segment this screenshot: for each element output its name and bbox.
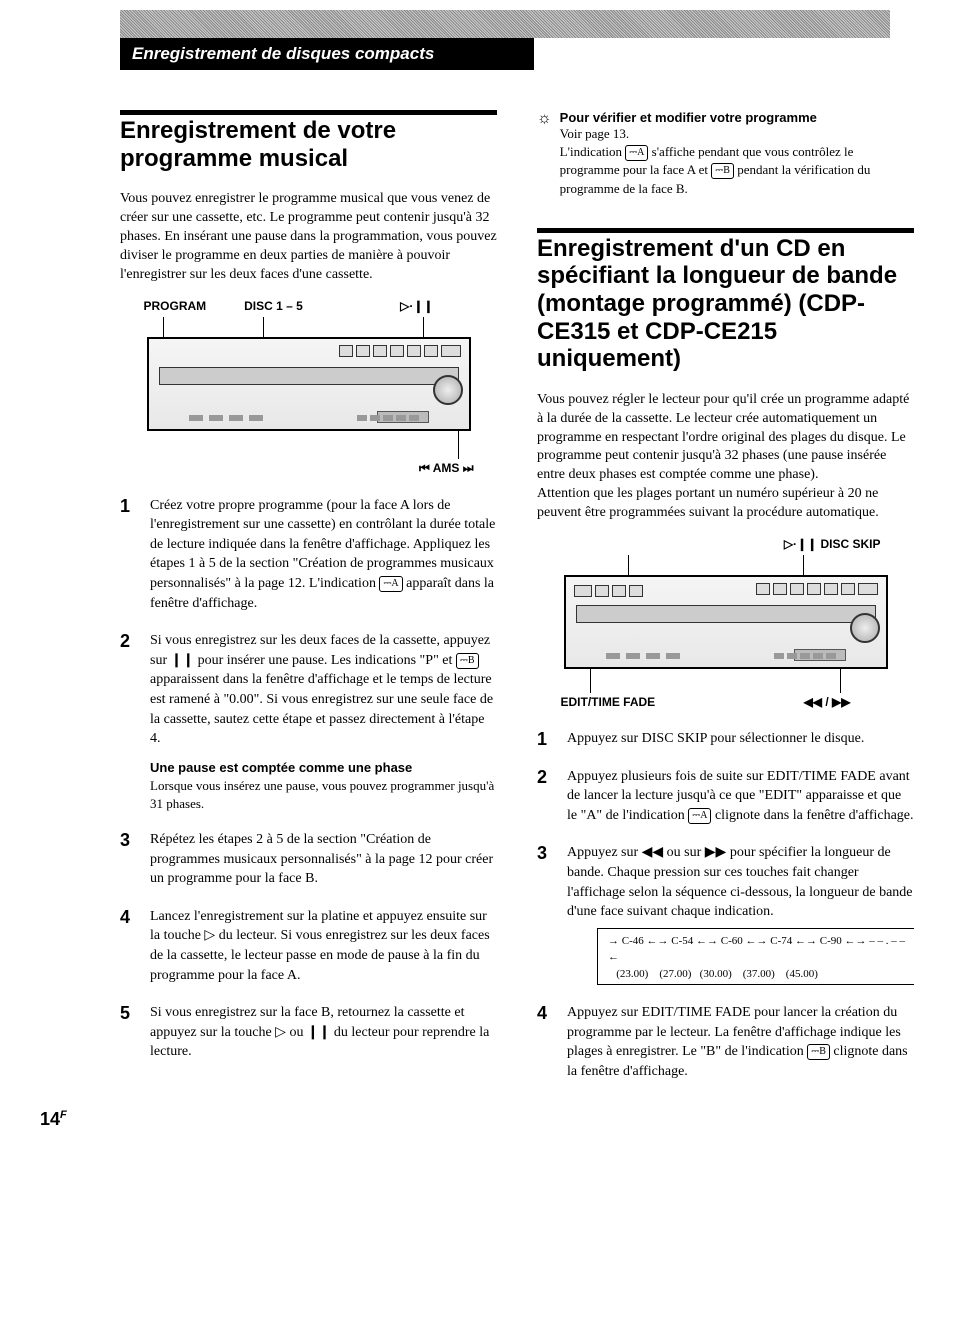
right-step-1: Appuyez sur DISC SKIP pour sélectionner … [537,729,914,749]
left-intro: Vous pouvez enregistrer le programme mus… [120,190,497,284]
left-section-title: Enregistrement de votre programme musica… [120,117,497,172]
device-illustration [564,575,888,669]
left-step-5: Si vous enregistrez sur la face B, retou… [120,1003,497,1062]
right-step-4: Appuyez sur EDIT/TIME FADE pour lancer l… [537,1003,914,1081]
step-text: Si vous enregistrez sur les deux faces d… [150,633,490,668]
tip-body: Voir page 13. L'indication ⎓A s'affiche … [560,125,914,198]
left-diagram: PROGRAM DISC 1 – 5 ▷·❙❙ [144,299,474,476]
tip-line2a: L'indication [560,144,626,159]
page-number: 14F [40,1109,67,1130]
header-bar: Enregistrement de disques compacts [120,38,534,70]
label-ams: ⏮ AMS ⏭ [144,461,474,476]
section-rule [537,228,914,233]
label-disc: DISC 1 – 5 [214,299,334,313]
left-step-3: Répétez les étapes 2 à 5 de la section "… [120,830,497,889]
step-text-2: apparaissent dans la fenêtre d'affichage… [150,672,493,746]
tape-b-icon: ⎓B [807,1044,830,1060]
tip-icon: ☼ [537,110,552,198]
label-rew-ff: ◀◀ / ▶▶ [804,695,891,709]
label-top: ▷·❙❙ DISC SKIP [561,537,891,551]
tip-line1: Voir page 13. [560,126,629,141]
left-step-4: Lancez l'enregistrement sur la platine e… [120,907,497,985]
right-step-3: Appuyez sur ◀◀ ou sur ▶▶ pour spécifier … [537,843,914,985]
left-step-2: Si vous enregistrez sur les deux faces d… [120,631,497,812]
seq-line1: → C-46 ←→ C-54 ←→ C-60 ←→ C-74 ←→ C-90 ←… [608,933,908,966]
header-texture [120,10,890,38]
tape-sequence: → C-46 ←→ C-54 ←→ C-60 ←→ C-74 ←→ C-90 ←… [597,928,914,986]
right-step-2: Appuyez plusieurs fois de suite sur EDIT… [537,767,914,826]
step-text: Appuyez sur ◀◀ ou sur ▶▶ pour spécifier … [567,845,913,919]
right-intro: Vous pouvez régler le lecteur pour qu'il… [537,391,914,523]
left-step-1: Créez votre propre programme (pour la fa… [120,496,497,614]
tape-a-icon: ⎓A [379,576,402,592]
left-column: Enregistrement de votre programme musica… [120,110,497,1100]
label-program: PROGRAM [144,299,214,313]
tip-block: ☼ Pour vérifier et modifier votre progra… [537,110,914,198]
seq-line2: (23.00) (27.00) (30.00) (37.00) (45.00) [608,966,908,983]
tape-a-icon: ⎓A [688,808,711,824]
tape-b-icon: ⎓B [711,163,734,179]
tip-title: Pour vérifier et modifier votre programm… [560,110,914,125]
label-edit-time-fade: EDIT/TIME FADE [561,695,656,709]
tape-a-icon: ⎓A [625,145,648,161]
pause-note-title: Une pause est comptée comme une phase [150,759,497,777]
left-steps: Créez votre propre programme (pour la fa… [120,496,497,1062]
right-column: ☼ Pour vérifier et modifier votre progra… [537,110,914,1100]
section-rule [120,110,497,115]
right-steps: Appuyez sur DISC SKIP pour sélectionner … [537,729,914,1082]
label-play-icon: ▷·❙❙ [334,299,474,313]
right-diagram: ▷·❙❙ DISC SKIP [561,537,891,709]
tape-b-icon: ⎓B [456,653,479,669]
right-section-title: Enregistrement d'un CD en spécifiant la … [537,235,914,373]
pause-note-body: Lorsque vous insérez une pause, vous pou… [150,777,497,812]
step-text-2: clignote dans la fenêtre d'affichage. [711,808,913,823]
device-illustration [147,337,471,431]
